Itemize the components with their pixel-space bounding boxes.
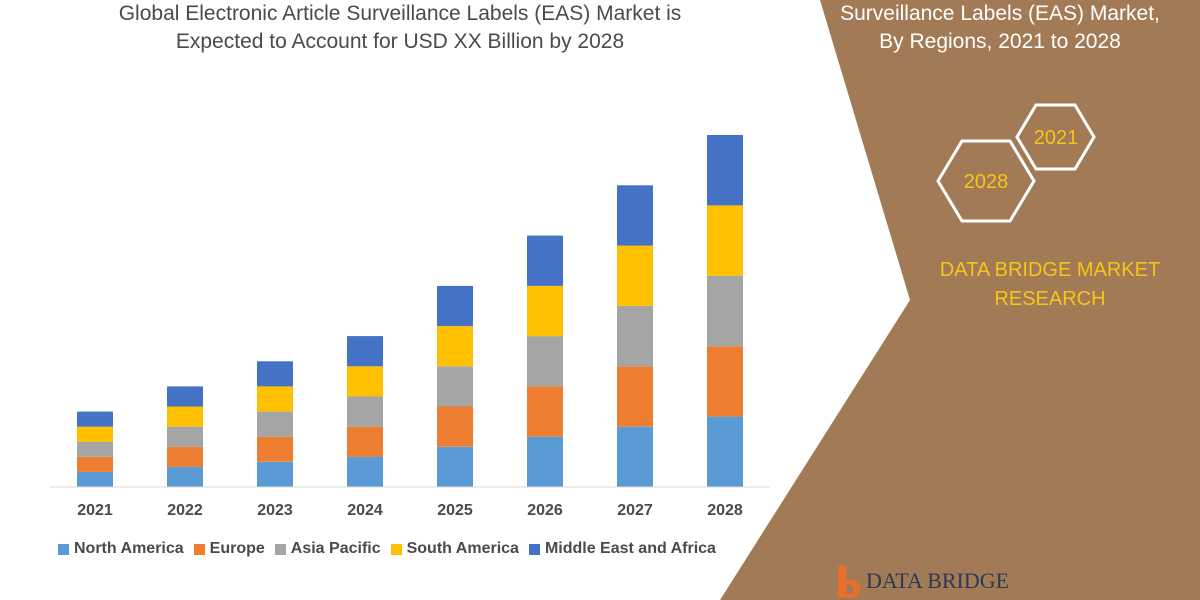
bar-2023-asia-pacific	[257, 411, 293, 437]
brand-line-2: RESEARCH	[994, 288, 1106, 310]
x-tick-2026: 2026	[527, 502, 563, 519]
brand-line-1: DATA BRIDGE MARKET	[939, 259, 1161, 281]
x-tick-2027: 2027	[617, 502, 653, 519]
x-tick-2024: 2024	[347, 502, 383, 519]
x-tick-2025: 2025	[437, 502, 473, 519]
bar-2022-middle-east-and-africa	[167, 386, 203, 407]
bar-2024-north-america	[347, 456, 383, 487]
right-title-line-2: By Regions, 2021 to 2028	[879, 30, 1121, 53]
legend-label: Europe	[209, 540, 265, 557]
legend-item-north-america: North America	[58, 540, 184, 558]
legend-item-south-america: South America	[390, 540, 519, 558]
bar-2027-asia-pacific	[617, 306, 653, 367]
bar-2028-middle-east-and-africa	[707, 135, 743, 206]
bar-2025-north-america	[437, 446, 473, 487]
bar-2023-north-america	[257, 461, 293, 487]
x-tick-2028: 2028	[707, 502, 743, 519]
bar-2024-south-america	[347, 366, 383, 397]
bar-2025-asia-pacific	[437, 366, 473, 407]
bar-2024-asia-pacific	[347, 396, 383, 427]
bar-2027-middle-east-and-africa	[617, 185, 653, 246]
brand-name: DATA BRIDGE MARKET RESEARCH	[900, 256, 1200, 314]
bar-2022-south-america	[167, 406, 203, 427]
bar-2022-north-america	[167, 466, 203, 487]
bar-2026-middle-east-and-africa	[527, 235, 563, 286]
bar-2028-north-america	[707, 416, 743, 487]
bar-2024-middle-east-and-africa	[347, 336, 383, 367]
chart-legend: North America Europe Asia Pacific South Ame…	[58, 540, 726, 558]
legend-swatch	[274, 543, 286, 555]
bar-2023-middle-east-and-africa	[257, 361, 293, 387]
legend-swatch	[58, 543, 69, 555]
legend-label: Middle East and Africa	[544, 540, 716, 557]
bar-2026-south-america	[527, 285, 563, 337]
legend-item-europe: Europe	[193, 540, 265, 558]
legend-label: North America	[74, 540, 184, 557]
chart-title-line-1: Global Electronic Article Surveillance L…	[118, 2, 682, 25]
chart-title-line-2: Expected to Account for USD XX Billion b…	[175, 30, 625, 53]
legend-item-asia-pacific: Asia Pacific	[274, 540, 381, 558]
bar-2025-europe	[437, 406, 473, 447]
bar-2025-south-america	[437, 326, 473, 367]
legend-swatch	[390, 543, 402, 555]
legend-swatch	[528, 543, 540, 555]
bar-2021-north-america	[77, 471, 113, 487]
bar-2027-south-america	[617, 245, 653, 306]
logo-text: DATA BRIDGE	[866, 568, 1010, 593]
right-panel-title: Surveillance Labels (EAS) Market, By Reg…	[800, 0, 1200, 56]
bar-2022-europe	[167, 446, 203, 467]
bar-2026-north-america	[527, 436, 563, 487]
x-tick-2022: 2022	[167, 502, 203, 519]
bar-2021-south-america	[77, 426, 113, 442]
logo-icon	[838, 566, 860, 598]
bar-2021-middle-east-and-africa	[77, 411, 113, 427]
bar-2027-north-america	[617, 426, 653, 487]
bar-2022-asia-pacific	[167, 426, 203, 447]
bar-2021-europe	[77, 456, 113, 472]
bar-2028-europe	[707, 346, 743, 417]
x-tick-2023: 2023	[257, 502, 293, 519]
bar-2023-south-america	[257, 386, 293, 412]
legend-item-middle-east-and-africa: Middle East and Africa	[528, 540, 716, 558]
legend-label: South America	[406, 540, 519, 557]
bar-2024-europe	[347, 426, 383, 457]
right-title-line-1: Surveillance Labels (EAS) Market,	[840, 2, 1160, 25]
x-tick-2021: 2021	[77, 502, 113, 519]
bar-2026-europe	[527, 386, 563, 437]
bar-2027-europe	[617, 366, 653, 427]
legend-swatch	[193, 543, 205, 555]
bar-2021-asia-pacific	[77, 441, 113, 457]
bar-2023-europe	[257, 436, 293, 462]
bar-2028-south-america	[707, 205, 743, 276]
chart-title: Global Electronic Article Surveillance L…	[20, 0, 780, 56]
bar-2028-asia-pacific	[707, 275, 743, 347]
bar-2026-asia-pacific	[527, 336, 563, 387]
bar-2025-middle-east-and-africa	[437, 285, 473, 327]
legend-label: Asia Pacific	[290, 540, 381, 557]
